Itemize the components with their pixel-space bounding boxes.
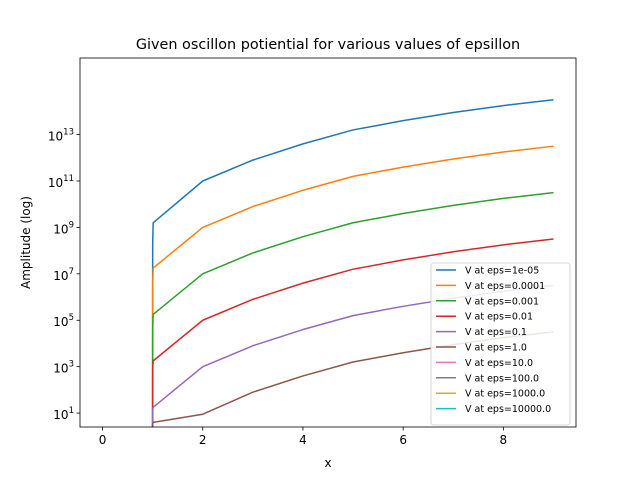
y-tick-label: 1013 [48, 128, 74, 144]
y-tick-label: 107 [53, 267, 74, 283]
y-tick-exponent: 13 [63, 128, 74, 138]
y-tick-exponent: 1 [69, 406, 74, 416]
y-tick-exponent: 3 [69, 360, 74, 370]
chart-title: Given oscillon potiential for various va… [136, 37, 520, 53]
legend-entry: V at eps=0.1 [465, 327, 527, 338]
y-tick-base: 10 [48, 176, 63, 190]
y-tick-base: 10 [53, 222, 68, 236]
y-tick-exponent: 7 [69, 267, 74, 277]
y-tick-exponent: 11 [63, 174, 74, 184]
x-tick-label: 0 [99, 433, 107, 447]
legend-box [430, 262, 571, 426]
y-tick-label: 101 [53, 406, 74, 422]
x-tick-label: 8 [500, 433, 508, 447]
y-tick-base: 10 [53, 362, 68, 376]
x-tick-label: 6 [399, 433, 407, 447]
legend-entry: V at eps=10000.0 [465, 404, 551, 415]
legend-entry: V at eps=1000.0 [465, 389, 545, 400]
y-tick-label: 105 [53, 313, 74, 329]
legend-entry: V at eps=1.0 [465, 343, 527, 354]
y-axis-label: Amplitude (log) [19, 196, 33, 289]
y-tick-exponent: 5 [69, 313, 74, 323]
legend-entry: V at eps=0.01 [465, 312, 533, 323]
y-tick-base: 10 [48, 130, 63, 144]
y-tick-base: 10 [53, 269, 68, 283]
y-tick-exponent: 9 [69, 220, 74, 230]
series-line-3 [151, 238, 554, 427]
y-tick-base: 10 [53, 408, 68, 422]
y-tick-label: 109 [53, 220, 74, 236]
x-tick-label: 4 [299, 433, 307, 447]
plot-frame [79, 57, 577, 428]
legend: V at eps=1e-05 V at eps=0.0001 V at eps=0.… [430, 262, 571, 426]
legend-entry: V at eps=0.001 [465, 296, 539, 307]
y-tick-label: 1011 [48, 174, 74, 190]
legend-entry: V at eps=100.0 [465, 373, 539, 384]
legend-entry: V at eps=0.0001 [465, 281, 545, 292]
x-axis-label: x [324, 456, 331, 470]
x-axis: 0 2 4 6 8 [99, 427, 507, 447]
x-tick-label: 2 [199, 433, 207, 447]
legend-entry: V at eps=10.0 [465, 358, 533, 369]
y-tick-label: 103 [53, 360, 74, 376]
y-tick-base: 10 [53, 315, 68, 329]
legend-entry: V at eps=1e-05 [465, 266, 539, 277]
